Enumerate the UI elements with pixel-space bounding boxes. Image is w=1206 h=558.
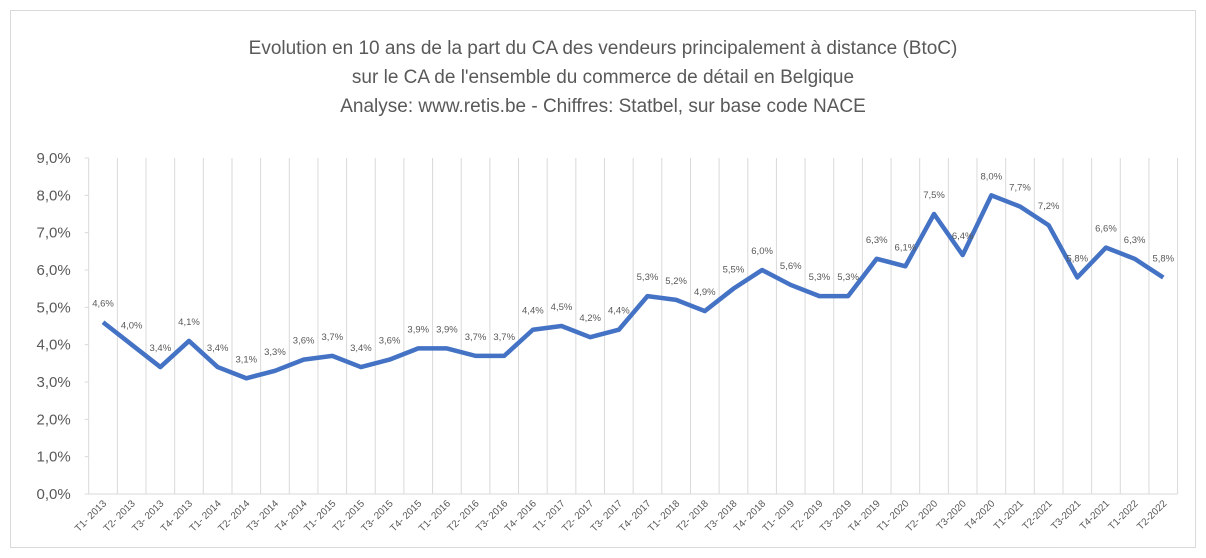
data-label: 3,3% [264, 347, 286, 358]
data-label: 7,2% [1038, 201, 1060, 212]
data-label: 3,1% [235, 354, 257, 365]
data-line [101, 193, 1165, 381]
data-label: 5,8% [1066, 253, 1088, 264]
data-label: 3,6% [293, 336, 315, 347]
y-tick-label: 5,0% [36, 299, 70, 316]
data-label: 3,7% [493, 332, 515, 343]
data-label: 4,5% [551, 302, 573, 313]
data-label: 3,9% [407, 324, 429, 335]
data-label: 5,3% [837, 272, 859, 283]
data-label: 3,7% [321, 332, 343, 343]
data-label: 4,0% [121, 321, 143, 332]
data-label: 4,6% [92, 298, 114, 309]
data-label: 4,4% [608, 306, 630, 317]
data-label: 5,3% [809, 272, 831, 283]
y-tick-label: 6,0% [36, 262, 70, 279]
chart-frame [10, 10, 1196, 548]
y-tick-label: 2,0% [36, 411, 70, 428]
data-label: 4,2% [579, 313, 601, 324]
y-tick-label: 3,0% [36, 374, 70, 391]
data-label: 6,1% [895, 242, 917, 253]
data-label: 3,7% [465, 332, 487, 343]
data-label: 6,0% [751, 246, 773, 257]
chart-title: Analyse: www.retis.be - Chiffres: Statbe… [340, 96, 866, 117]
data-label: 6,4% [952, 231, 974, 242]
data-label: 6,6% [1095, 224, 1117, 235]
y-tick-label: 7,0% [36, 225, 70, 242]
data-label: 4,4% [522, 306, 544, 317]
data-label: 3,4% [207, 343, 229, 354]
data-label: 5,6% [780, 261, 802, 272]
y-tick-label: 4,0% [36, 337, 70, 354]
data-label: 3,6% [379, 336, 401, 347]
data-label: 3,4% [150, 343, 172, 354]
data-label: 4,1% [178, 317, 200, 328]
y-tick-label: 9,0% [36, 150, 70, 167]
chart-title: sur le CA de l'ensemble du commerce de d… [352, 67, 854, 88]
chart-title: Evolution en 10 ans de la part du CA des… [249, 38, 958, 59]
data-label: 5,3% [637, 272, 659, 283]
data-label: 3,9% [436, 324, 458, 335]
data-label: 6,3% [1124, 235, 1146, 246]
y-tick-label: 0,0% [36, 486, 70, 503]
data-label: 5,2% [665, 276, 687, 287]
y-tick-label: 8,0% [36, 187, 70, 204]
data-label: 3,4% [350, 343, 372, 354]
data-label: 8,0% [981, 171, 1003, 182]
y-tick-label: 1,0% [36, 449, 70, 466]
data-label: 7,5% [923, 190, 945, 201]
data-label: 5,5% [723, 265, 745, 276]
data-label: 6,3% [866, 235, 888, 246]
data-label: 7,7% [1009, 183, 1031, 194]
data-label: 4,9% [694, 287, 716, 298]
data-label: 5,8% [1152, 253, 1174, 264]
